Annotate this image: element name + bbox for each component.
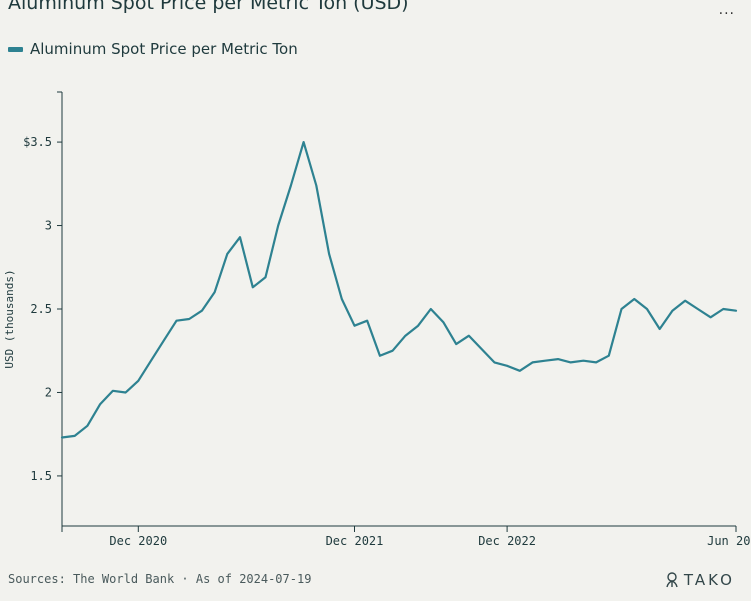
x-tick-label: Dec 2020 xyxy=(109,534,167,548)
y-tick-label: $3.5 xyxy=(23,135,52,149)
x-tick-label: Jun 2024 xyxy=(707,534,751,548)
y-tick-label: 3 xyxy=(45,219,52,233)
brand-name: TAKO xyxy=(683,571,735,589)
tako-logo-icon xyxy=(666,572,678,588)
x-tick-label: Dec 2021 xyxy=(326,534,384,548)
y-tick-label: 1.5 xyxy=(30,469,52,483)
sources-footer: Sources: The World Bank · As of 2024-07-… xyxy=(8,572,312,586)
series-line xyxy=(60,141,738,439)
y-tick-label: 2 xyxy=(45,385,52,399)
brand-logo[interactable]: TAKO xyxy=(664,571,735,589)
y-axis-title: USD (thousands) xyxy=(3,269,16,368)
legend-swatch xyxy=(8,46,23,52)
y-tick-label: 2.5 xyxy=(30,302,52,316)
legend: Aluminum Spot Price per Metric Ton xyxy=(8,40,298,58)
line-chart: 1.5 2 2.5 3 $3.5 Dec 2020 Dec 2021 Dec 2022 Jun … xyxy=(3,91,751,548)
more-options-menu-icon[interactable]: ··· xyxy=(718,6,735,22)
chart-title: Aluminum Spot Price per Metric Ton (USD) xyxy=(8,0,409,14)
x-tick-label: Dec 2022 xyxy=(478,534,536,548)
legend-label: Aluminum Spot Price per Metric Ton xyxy=(30,40,298,58)
